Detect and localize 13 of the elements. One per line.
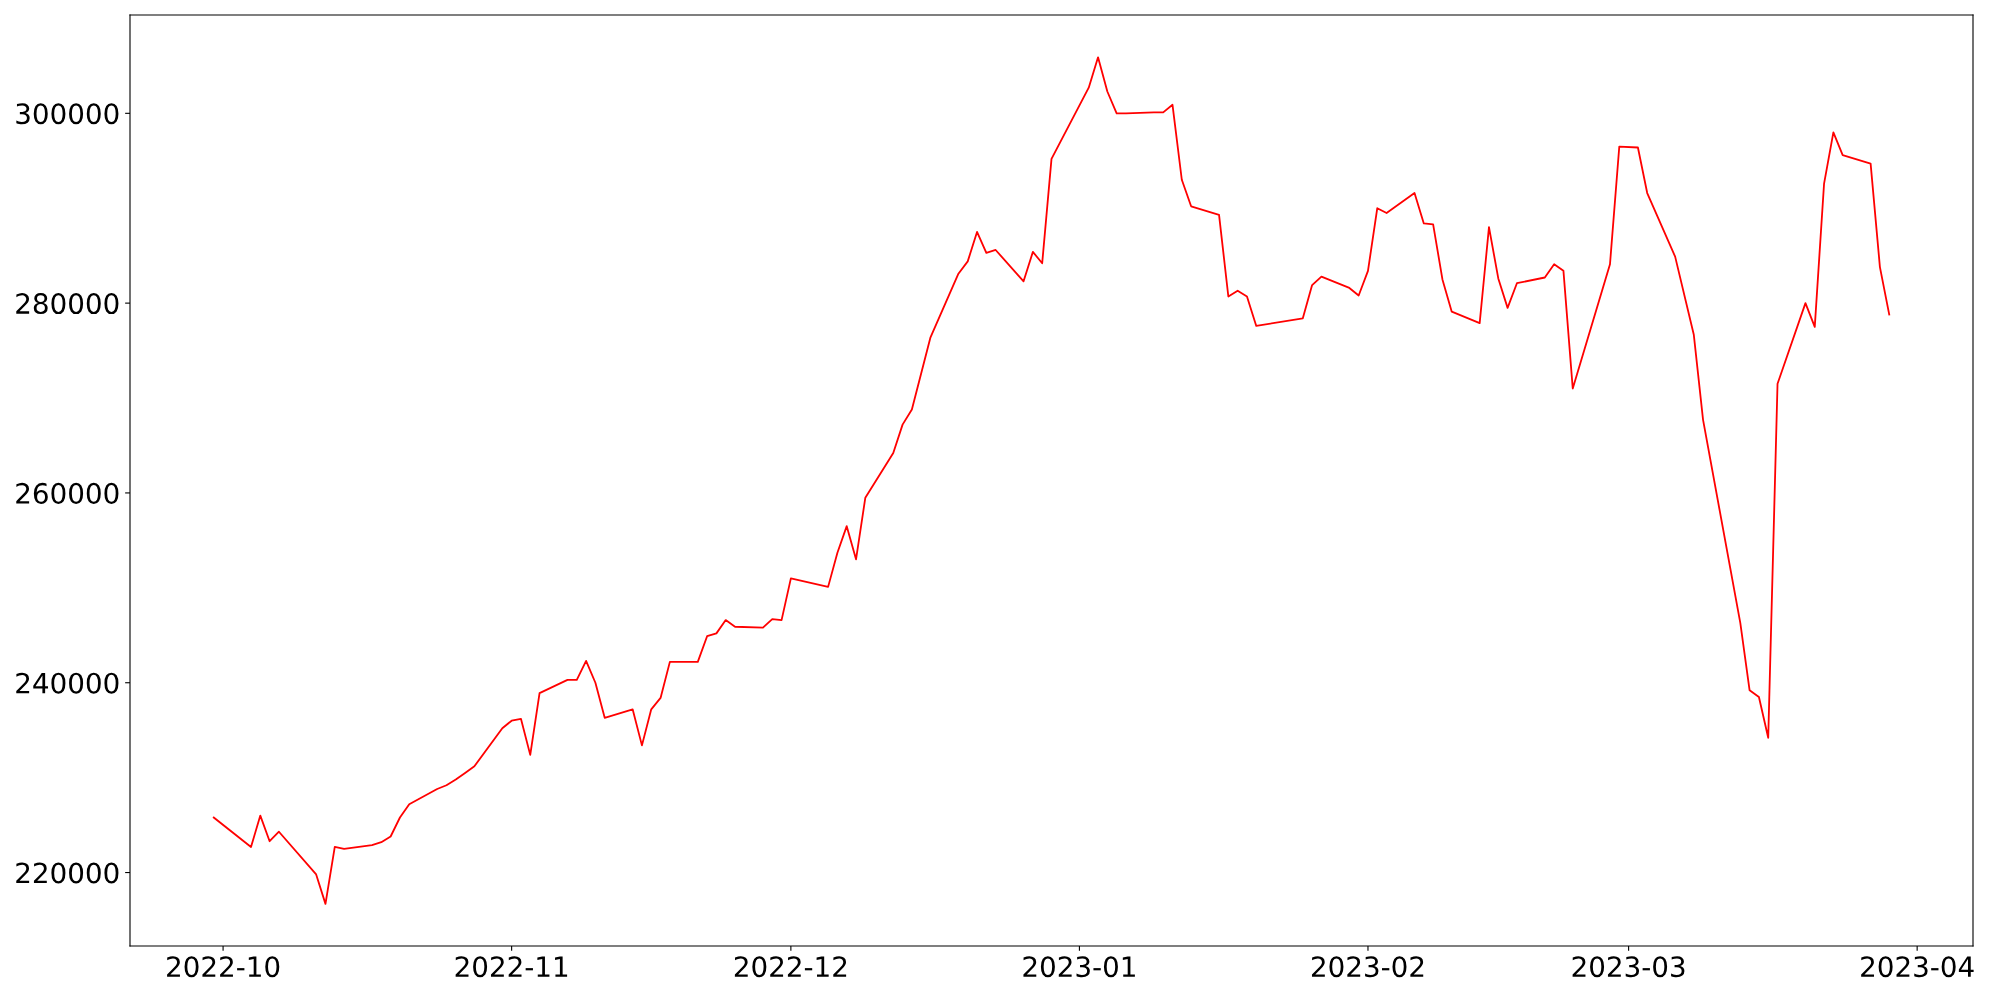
x-tick-label: 2022-12 bbox=[734, 956, 847, 978]
y-tick-label: 260000 bbox=[16, 482, 119, 504]
y-tick-label: 280000 bbox=[16, 293, 119, 315]
y-tick-label: 220000 bbox=[16, 862, 119, 884]
x-tick-label: 2023-04 bbox=[1861, 956, 1974, 978]
x-tick-label: 2023-03 bbox=[1572, 956, 1685, 978]
x-tick-label: 2023-01 bbox=[1023, 956, 1135, 978]
x-tick-label: 2022-11 bbox=[455, 956, 568, 978]
line-series bbox=[212, 56, 1891, 905]
y-tick-label: 240000 bbox=[16, 672, 119, 694]
x-tick-label: 2023-02 bbox=[1311, 956, 1424, 978]
y-tick-label: 300000 bbox=[16, 103, 119, 125]
x-tick-label: 2022-10 bbox=[167, 956, 280, 978]
